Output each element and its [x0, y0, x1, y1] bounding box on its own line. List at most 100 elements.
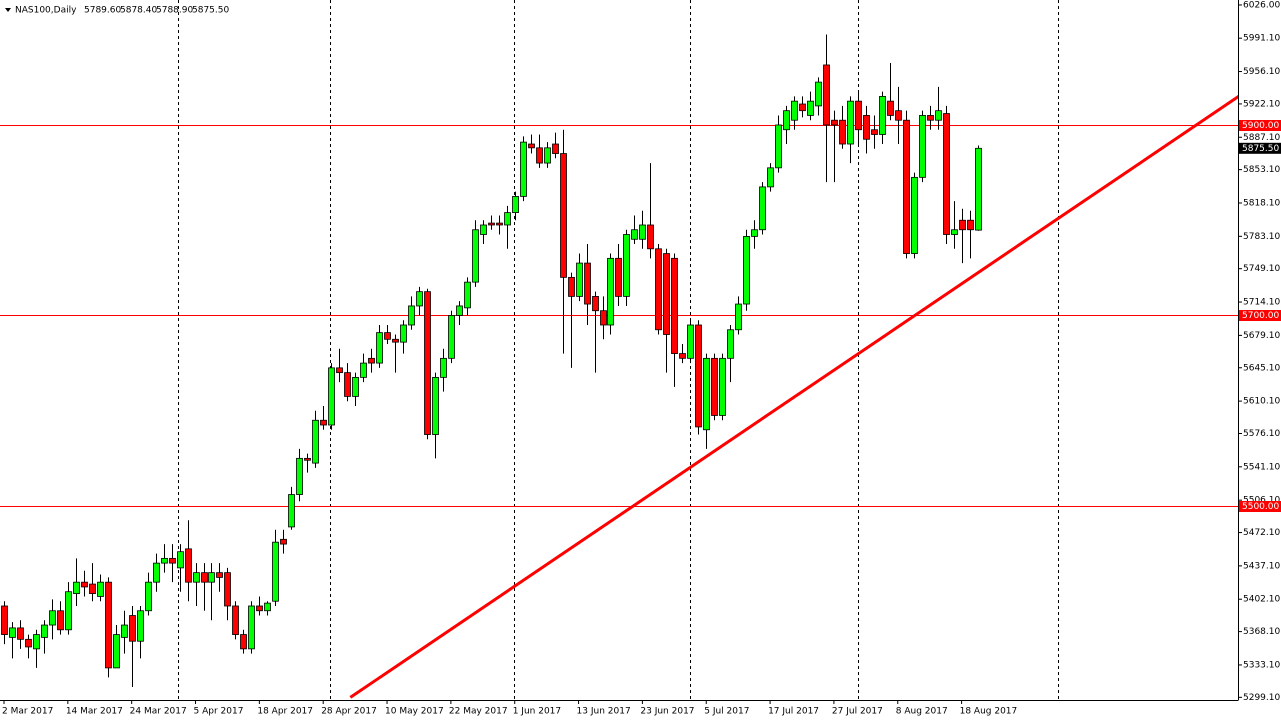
y-tick-label: 5472.10 [1243, 528, 1280, 538]
x-tick-label: 10 May 2017 [385, 707, 444, 717]
candle-body [816, 82, 822, 106]
candle-body [712, 358, 718, 415]
y-tick-label: 5991.10 [1243, 34, 1280, 44]
candle-body [122, 625, 128, 637]
candle-body [273, 542, 279, 601]
candle-body [856, 101, 862, 130]
candle-body [441, 358, 447, 377]
level-label: 5700.00 [1242, 311, 1279, 321]
candle-body [545, 148, 551, 163]
candle-body [209, 573, 215, 583]
candle-body [640, 225, 646, 239]
y-tick-label: 5333.10 [1243, 660, 1280, 670]
x-tick-label: 22 May 2017 [449, 707, 508, 717]
price-label: 5875.50 [1242, 144, 1279, 154]
candle-body [473, 230, 479, 282]
candle-body [154, 563, 160, 582]
y-tick-label: 5853.10 [1243, 165, 1280, 175]
candle-body [305, 458, 311, 460]
candle-body [18, 628, 24, 639]
header-low: 5788.90 [156, 6, 193, 16]
x-tick-label: 1 Jun 2017 [513, 707, 561, 717]
candle-body [369, 358, 375, 363]
candle-body [672, 258, 678, 353]
candle-body [872, 130, 878, 135]
candle-body [433, 377, 439, 434]
x-tick-label: 13 Jun 2017 [577, 707, 631, 717]
x-tick-label: 28 Apr 2017 [321, 707, 377, 717]
candle-body [776, 125, 782, 168]
y-tick-label: 5368.10 [1243, 627, 1280, 637]
candle-body [632, 230, 638, 240]
candle-body [178, 552, 184, 568]
candle-body [744, 236, 750, 304]
candle-body [130, 616, 136, 642]
candle-body [529, 144, 535, 148]
y-tick-label: 5818.10 [1243, 198, 1280, 208]
candle-body [98, 582, 104, 596]
x-tick-label: 14 Mar 2017 [66, 707, 123, 717]
candle-body [337, 368, 343, 373]
candle-body [26, 639, 32, 647]
y-tick-label: 5541.10 [1243, 462, 1280, 472]
candle-body [58, 611, 64, 630]
candle-body [569, 277, 575, 296]
candle-body [912, 177, 918, 253]
level-label: 5900.00 [1242, 121, 1279, 131]
x-tick-label: 5 Jul 2017 [704, 707, 749, 717]
candle-body [465, 282, 471, 308]
candle-body [968, 220, 974, 230]
y-tick-label: 5922.10 [1243, 99, 1280, 109]
candle-body [720, 358, 726, 415]
candle-body [808, 101, 814, 115]
candle-body [832, 120, 838, 125]
candle-body [936, 111, 942, 121]
header-high: 5878.40 [120, 6, 157, 16]
candle-body [497, 223, 503, 225]
symbol: NAS100,Daily [15, 6, 77, 16]
candle-body [920, 115, 926, 177]
candle-body [138, 611, 144, 641]
candle-body [194, 573, 200, 583]
candle-body [281, 539, 287, 544]
y-tick-label: 5749.10 [1243, 264, 1280, 274]
candle-body [896, 111, 902, 121]
candle-body [106, 582, 112, 668]
candle-body [952, 230, 958, 235]
header-open: 5789.60 [84, 6, 121, 16]
x-tick-label: 5 Apr 2017 [194, 707, 244, 717]
candle-body [114, 635, 120, 668]
candle-body [760, 187, 766, 230]
candle-body [664, 254, 670, 335]
candle-body [385, 333, 391, 340]
candle-body [353, 377, 359, 396]
x-tick-label: 17 Jul 2017 [768, 707, 819, 717]
candle-body [146, 582, 152, 611]
candle-body [329, 368, 335, 425]
candle-body [321, 420, 327, 425]
candle-body [521, 142, 527, 196]
candle-body [928, 115, 934, 120]
candle-body [10, 628, 16, 638]
candle-body [624, 235, 630, 297]
candle-body [241, 635, 247, 649]
candle-body [561, 154, 567, 278]
x-tick-label: 8 Aug 2017 [896, 707, 948, 717]
candle-body [792, 101, 798, 120]
candle-body [585, 263, 591, 304]
candle-body [736, 304, 742, 330]
candle-body [297, 458, 303, 494]
candle-body [42, 625, 48, 637]
level-label: 5500.00 [1242, 502, 1279, 512]
candle-body [577, 263, 583, 296]
candle-body [656, 249, 662, 330]
y-tick-label: 5610.10 [1243, 397, 1280, 407]
candle-body [393, 339, 399, 342]
candle-body [409, 306, 415, 325]
y-tick-label: 5956.10 [1243, 67, 1280, 77]
candle-body [74, 582, 80, 593]
candle-body [960, 220, 966, 230]
candle-body [417, 292, 423, 306]
candle-body [680, 354, 686, 359]
